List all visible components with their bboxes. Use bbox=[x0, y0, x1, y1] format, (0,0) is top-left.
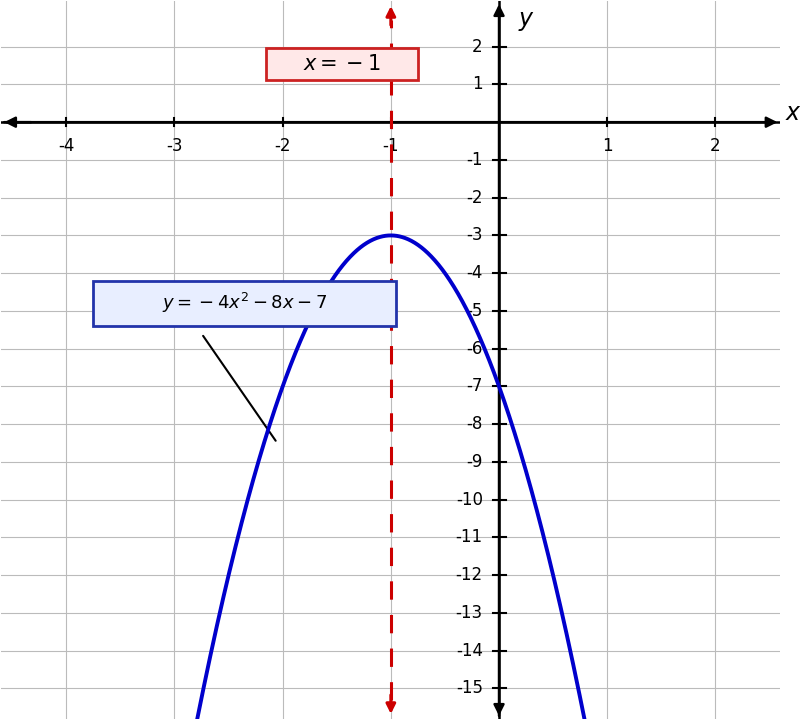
Text: -4: -4 bbox=[58, 138, 74, 156]
Text: -15: -15 bbox=[456, 680, 483, 698]
Text: -4: -4 bbox=[466, 264, 483, 282]
Text: -11: -11 bbox=[456, 528, 483, 546]
Text: -13: -13 bbox=[456, 604, 483, 622]
Text: y: y bbox=[518, 7, 533, 31]
Text: 2: 2 bbox=[710, 138, 721, 156]
Text: -5: -5 bbox=[466, 302, 483, 320]
Text: -1: -1 bbox=[382, 138, 399, 156]
Text: -1: -1 bbox=[466, 151, 483, 169]
Text: 1: 1 bbox=[602, 138, 613, 156]
Text: -9: -9 bbox=[466, 453, 483, 471]
Text: -7: -7 bbox=[466, 377, 483, 395]
Text: $y = -4x^2 - 8x - 7$: $y = -4x^2 - 8x - 7$ bbox=[162, 292, 327, 315]
Text: 1: 1 bbox=[472, 76, 483, 94]
FancyBboxPatch shape bbox=[94, 281, 396, 326]
Text: -2: -2 bbox=[274, 138, 291, 156]
Text: $x = -1$: $x = -1$ bbox=[303, 54, 381, 73]
Text: -8: -8 bbox=[466, 415, 483, 433]
Text: -10: -10 bbox=[456, 490, 483, 508]
Text: -6: -6 bbox=[466, 340, 483, 358]
FancyBboxPatch shape bbox=[266, 48, 418, 80]
Text: -3: -3 bbox=[466, 226, 483, 244]
Text: -12: -12 bbox=[456, 566, 483, 584]
Text: 2: 2 bbox=[472, 37, 483, 55]
Text: -14: -14 bbox=[456, 642, 483, 660]
Text: x: x bbox=[786, 101, 800, 125]
Text: -3: -3 bbox=[166, 138, 182, 156]
Text: -2: -2 bbox=[466, 189, 483, 207]
